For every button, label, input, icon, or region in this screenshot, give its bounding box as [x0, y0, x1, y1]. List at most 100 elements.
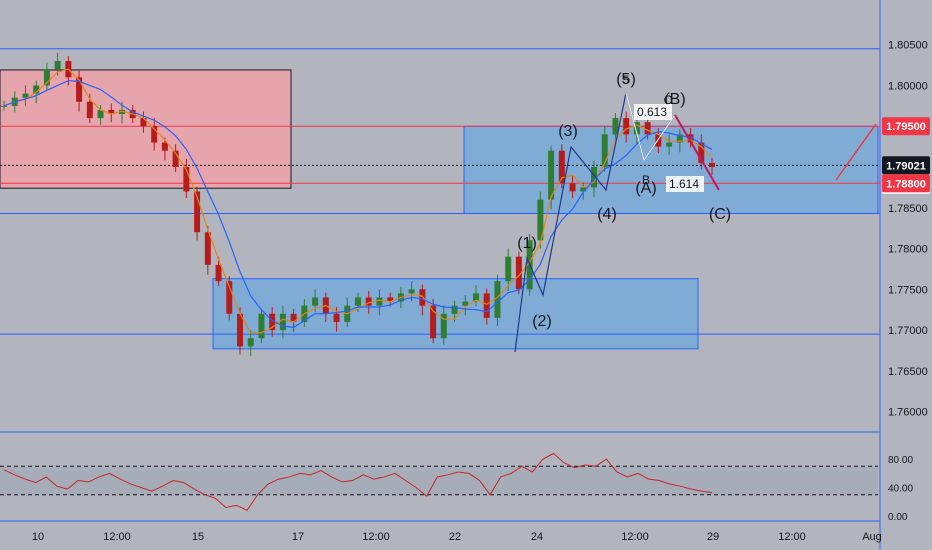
wave-label: (4): [597, 206, 617, 223]
wave-label: 0.613: [637, 105, 667, 119]
time-tick-label: 22: [449, 531, 461, 543]
projection-line: [674, 114, 720, 191]
wave-label: 5: [623, 73, 630, 87]
zone-supply: [0, 69, 292, 189]
moving-average-line: [3, 80, 713, 328]
candle-body: [430, 305, 437, 339]
candle-body: [387, 297, 394, 302]
price-badge-text: 1.78800: [886, 178, 926, 190]
candle-body: [22, 93, 29, 98]
time-tick-label: 29: [707, 531, 719, 543]
candle-body: [119, 109, 125, 114]
time-tick-label: 17: [292, 531, 304, 543]
candle-body: [451, 305, 458, 314]
candle-body: [140, 118, 147, 127]
candle-body: [1, 105, 7, 107]
candle-body: [333, 313, 340, 322]
time-tick-label: 12:00: [103, 531, 131, 543]
rsi-band: [0, 466, 878, 495]
candle-body: [151, 126, 158, 143]
price-tick-label: 1.80000: [888, 80, 928, 92]
projection-arrow: [835, 123, 877, 181]
rsi-tick-label: 0.00: [888, 512, 908, 523]
candle-body: [483, 293, 490, 318]
candle-body: [548, 150, 555, 200]
wave-label: (A): [635, 180, 656, 197]
candle-body: [183, 167, 190, 192]
time-tick-label: 12:00: [362, 531, 390, 543]
price-tick-label: 1.77500: [888, 284, 928, 296]
wave-label: C: [664, 93, 673, 107]
price-badge-text: 1.79500: [886, 121, 926, 133]
candle-body: [86, 101, 93, 119]
ratio-label-box: [666, 176, 704, 192]
candle-body: [644, 122, 651, 135]
price-tick-label: 1.76500: [888, 366, 928, 378]
candle-body: [237, 313, 243, 347]
candle-body: [601, 134, 608, 167]
candle-body: [655, 134, 662, 147]
time-tick-label: 12:00: [778, 531, 806, 543]
time-tick-label: 12:00: [621, 531, 649, 543]
rsi-tick-label: 80.00: [888, 455, 913, 466]
candle-body: [97, 109, 104, 119]
price-tick-label: 1.78000: [888, 244, 928, 256]
candle-body: [312, 297, 319, 306]
candle-body: [365, 297, 372, 306]
time-tick-label: 10: [32, 531, 44, 543]
candle-body: [215, 264, 222, 282]
candle-body: [709, 162, 715, 167]
candle-body: [33, 85, 40, 94]
candle-body: [279, 313, 286, 331]
candle-body: [537, 199, 544, 241]
candle-body: [194, 191, 201, 233]
wave-label: (B): [664, 91, 685, 108]
candle-body: [172, 150, 179, 167]
candle-body: [580, 187, 587, 192]
wave-label: (5): [616, 71, 636, 88]
wave-label: B: [642, 173, 650, 187]
wave-label: (C): [709, 206, 731, 223]
candle-body: [569, 183, 576, 192]
candle-body: [419, 289, 426, 306]
price-badge-text: 1.79021: [886, 160, 926, 172]
candle-body: [623, 118, 630, 135]
candle-body: [204, 232, 211, 265]
candle-body: [108, 109, 115, 114]
candle-body: [494, 281, 501, 318]
ratio-label-box: [634, 104, 672, 120]
candle-body: [666, 142, 673, 147]
candle-body: [676, 134, 683, 143]
wave-label: (2): [532, 313, 552, 330]
candle-body: [558, 150, 565, 184]
time-tick-label: 15: [192, 531, 204, 543]
candle-body: [161, 142, 168, 151]
candle-body: [376, 297, 383, 306]
price-tick-label: 1.77000: [888, 325, 928, 337]
time-tick-label: 24: [531, 531, 543, 543]
candle-body: [440, 313, 447, 339]
candle-body: [54, 61, 61, 70]
candle-body: [612, 118, 619, 135]
candle-body: [226, 281, 233, 314]
candle-body: [473, 293, 479, 302]
candle-body: [698, 142, 705, 163]
candle-body: [247, 338, 254, 347]
candle-body: [408, 289, 415, 294]
moving-average-line: [3, 68, 713, 334]
wave-label: (1): [517, 235, 537, 252]
wave-label: 1.614: [669, 177, 699, 191]
price-tick-label: 1.78500: [888, 203, 928, 215]
rsi-tick-label: 40.00: [888, 484, 913, 495]
candle-body: [515, 256, 522, 290]
candle-body: [687, 134, 694, 143]
time-tick-label: Aug: [862, 531, 882, 543]
candle-body: [505, 256, 512, 282]
candle-body: [43, 69, 50, 86]
candle-body: [76, 77, 83, 102]
price-tick-label: 1.80500: [888, 40, 928, 52]
price-badge: [882, 174, 930, 193]
price-badge: [882, 117, 930, 136]
rsi-line: [3, 452, 713, 511]
